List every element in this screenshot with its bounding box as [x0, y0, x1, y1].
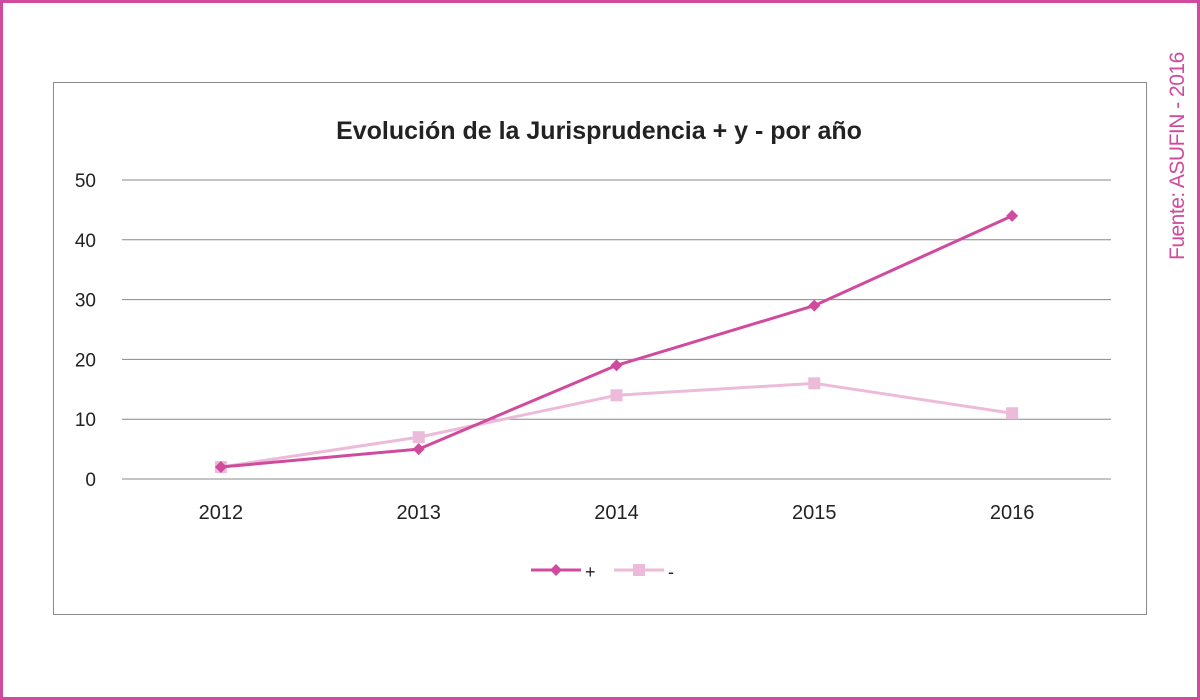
x-tick-label: 2016: [990, 502, 1035, 524]
data-point: [1006, 407, 1019, 420]
data-point: [808, 299, 821, 312]
series-plus: [214, 209, 1019, 474]
data-point: [1006, 209, 1019, 222]
x-axis-ticks: 2012 2013 2014 2015 2016: [199, 502, 1035, 524]
x-tick-label: 2015: [792, 502, 837, 524]
series-minus: [214, 377, 1019, 474]
x-tick-label: 2012: [199, 502, 244, 524]
legend-item-minus: -: [614, 562, 674, 582]
chart-title: Evolución de la Jurisprudencia + y - por…: [336, 117, 862, 145]
line-chart: Evolución de la Jurisprudencia + y - por…: [75, 117, 1111, 582]
legend-label: +: [585, 562, 596, 582]
series-layer: [214, 209, 1019, 474]
series-line: [220, 214, 1013, 469]
legend-item-plus: +: [531, 562, 596, 582]
data-point: [412, 431, 425, 444]
chart-container: Evolución de la Jurisprudencia + y - por…: [53, 82, 1147, 615]
y-tick-label: 50: [75, 171, 96, 192]
x-tick-label: 2013: [396, 502, 441, 524]
x-tick-label: 2014: [594, 502, 639, 524]
legend-marker: [550, 564, 562, 576]
legend-marker: [633, 564, 645, 576]
source-note-container: Fuente: ASUFIN - 2016: [1163, 6, 1193, 266]
data-point: [214, 461, 227, 474]
y-tick-label: 10: [75, 410, 96, 431]
y-tick-label: 30: [75, 291, 96, 312]
source-note: Fuente: ASUFIN - 2016: [1166, 52, 1189, 260]
legend-label: -: [668, 562, 674, 582]
y-tick-label: 0: [85, 470, 96, 491]
data-point: [610, 359, 623, 372]
legend: + -: [531, 562, 674, 582]
gridlines: [122, 179, 1111, 480]
y-tick-label: 40: [75, 231, 96, 252]
data-point: [412, 443, 425, 456]
data-point: [808, 377, 821, 390]
y-axis-ticks: 0 10 20 30 40 50: [75, 171, 96, 491]
y-tick-label: 20: [75, 350, 96, 371]
data-point: [610, 389, 623, 402]
